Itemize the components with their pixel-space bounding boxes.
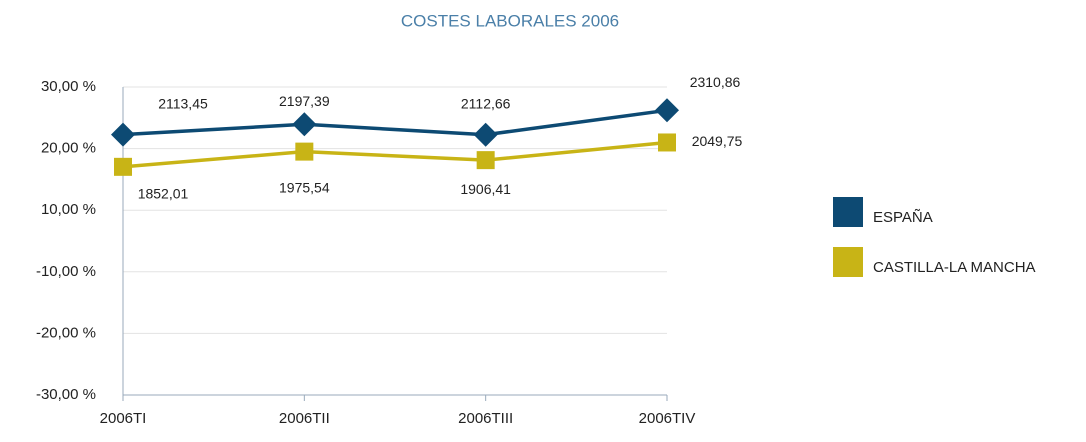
legend-label: ESPAÑA [873, 209, 933, 226]
x-tick-label: 2006TIV [639, 410, 696, 427]
legend-swatch [833, 197, 863, 227]
legend-swatch [833, 247, 863, 277]
data-label: 2113,45 [158, 95, 208, 111]
data-label: 2197,39 [279, 93, 330, 109]
data-label: 1852,01 [138, 186, 189, 202]
data-label: 1975,54 [279, 179, 330, 195]
marker [476, 151, 495, 170]
marker [295, 142, 314, 161]
marker [655, 98, 679, 123]
line [122, 108, 668, 137]
y-tick-label: -20,00 % [36, 324, 96, 341]
x-tick-label: 2006TII [279, 410, 330, 427]
y-tick-label: 10,00 % [41, 201, 96, 218]
marker [114, 157, 132, 176]
marker [658, 133, 676, 152]
y-tick-label: -10,00 % [36, 263, 96, 280]
data-label: 1906,41 [460, 181, 511, 197]
y-tick-label: 20,00 % [41, 140, 96, 157]
marker [473, 122, 498, 147]
x-tick-label: 2006TIII [458, 410, 513, 427]
x-tick-label: 2006TI [100, 410, 147, 427]
chart-title: COSTES LABORALES 2006 [401, 11, 619, 30]
data-label: 2049,75 [692, 133, 743, 149]
legend-label: CASTILLA-LA MANCHA [873, 259, 1036, 276]
y-tick-label: -30,00 % [36, 386, 96, 403]
y-tick-label: 30,00 % [41, 78, 96, 95]
data-label: 2310,86 [690, 74, 741, 90]
marker [292, 112, 317, 137]
marker [111, 122, 135, 147]
data-label: 2112,66 [461, 95, 511, 111]
line [122, 140, 668, 169]
